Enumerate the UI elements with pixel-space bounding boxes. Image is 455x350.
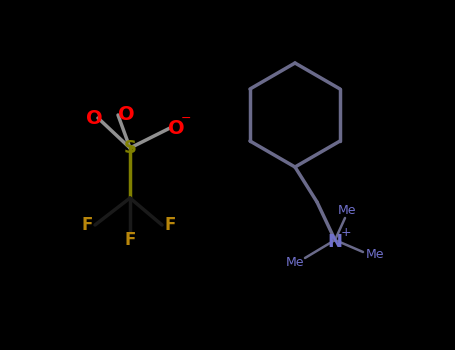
Text: F: F [81, 216, 93, 234]
Text: Me: Me [286, 256, 304, 268]
Text: O: O [118, 105, 134, 125]
Text: Me: Me [366, 247, 384, 260]
Text: Me: Me [338, 203, 356, 217]
Text: N: N [328, 233, 343, 251]
Text: O: O [168, 119, 184, 138]
Text: F: F [124, 231, 136, 249]
Text: F: F [164, 216, 176, 234]
Text: S: S [123, 139, 136, 157]
Text: −: − [181, 112, 191, 125]
Text: +: + [341, 225, 351, 238]
Text: O: O [86, 108, 102, 127]
